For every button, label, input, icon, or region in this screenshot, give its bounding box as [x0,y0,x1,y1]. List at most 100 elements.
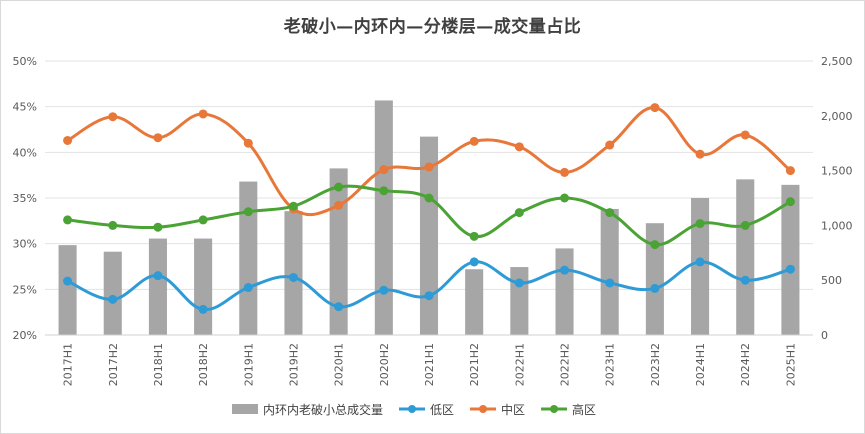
bar [374,100,393,336]
y-right-tick-label: 2,000 [821,110,853,123]
data-point [695,149,705,159]
bar [194,238,213,335]
data-point [334,200,344,210]
x-tick-label: 2019H1 [242,343,255,386]
data-point [198,109,208,119]
data-point [740,275,750,285]
bar [239,181,258,335]
data-point [63,135,73,145]
data-point [424,193,434,203]
y-right-tick-label: 1,000 [821,219,853,232]
bar [600,208,619,335]
legend-marker [550,405,559,413]
bar [691,198,710,335]
legend-marker [479,405,488,413]
data-point [243,207,253,217]
bar [781,184,800,335]
axes: 20% 25% 30% 35% 40% 45% 50% 0 500 1,000 1,500 2,000… [13,55,853,386]
y-left-tick-label: 25% [13,283,37,296]
bar [510,267,529,335]
y-right-tick-label: 500 [821,274,842,287]
data-point [695,219,705,229]
data-point [288,272,298,282]
y-left-tick-label: 50% [13,55,37,68]
data-point [334,182,344,192]
data-point [153,133,163,143]
legend-label: 高区 [572,402,596,417]
y-right-tick-label: 0 [821,329,828,342]
legend-label: 内环内老破小总成交量 [263,402,383,417]
y-left-tick-label: 35% [13,192,37,205]
x-tick-label: 2023H1 [604,343,617,386]
data-point [379,186,389,196]
line-series [63,103,795,314]
legend-swatch [232,404,258,414]
x-tick-label: 2017H2 [107,343,120,386]
data-point [605,208,615,218]
chart-title: 老破小—内环内—分楼层—成交量占比 [283,17,582,37]
bar [736,179,755,335]
bar [465,269,484,335]
x-tick-label: 2020H1 [333,343,346,386]
data-point [469,136,479,146]
legend-label: 中区 [501,402,525,417]
data-point [379,165,389,175]
x-tick-label: 2022H1 [513,343,526,386]
x-tick-label: 2017H1 [62,343,75,386]
data-point [424,162,434,172]
x-tick-label: 2020H2 [378,343,391,386]
y-left-tick-label: 45% [13,101,37,114]
data-point [560,167,570,177]
data-point [785,264,795,274]
data-point [153,222,163,232]
data-point [605,140,615,150]
data-point [243,283,253,293]
bar [103,251,122,335]
bar-series [58,100,800,336]
data-point [63,276,73,286]
data-point [198,215,208,225]
data-point [605,278,615,288]
y-left-tick-label: 20% [13,329,37,342]
data-point [288,201,298,211]
x-tick-label: 2023H2 [649,343,662,386]
data-point [740,130,750,140]
bar [329,168,348,335]
x-tick-label: 2024H2 [739,343,752,386]
x-tick-label: 2021H2 [468,343,481,386]
y-right-tick-label: 2,500 [821,55,853,68]
bar [58,245,77,335]
legend-label: 低区 [430,403,454,417]
x-tick-label: 2019H2 [287,343,300,386]
bar [645,223,664,335]
x-tick-label: 2024H1 [694,343,707,386]
x-tick-label: 2025H1 [784,343,797,386]
data-point [469,257,479,267]
data-point [785,166,795,176]
x-tick-label: 2021H1 [423,343,436,386]
data-point [740,220,750,230]
data-point [153,271,163,281]
y-left-tick-label: 40% [13,146,37,159]
data-point [560,265,570,275]
data-point [650,240,660,250]
data-point [108,112,118,122]
data-point [785,197,795,207]
bar [419,136,439,335]
data-point [243,138,253,148]
data-point [379,285,389,295]
x-tick-label: 2022H2 [559,343,572,386]
data-point [63,215,73,225]
data-point [514,208,524,218]
data-point [108,220,118,230]
data-point [334,302,344,312]
legend-marker [408,405,417,413]
x-tick-label: 2018H1 [152,343,165,386]
bar [148,238,167,335]
data-point [469,231,479,241]
bar [555,248,574,335]
data-point [560,193,570,203]
data-point [695,257,705,267]
data-point [424,291,434,301]
